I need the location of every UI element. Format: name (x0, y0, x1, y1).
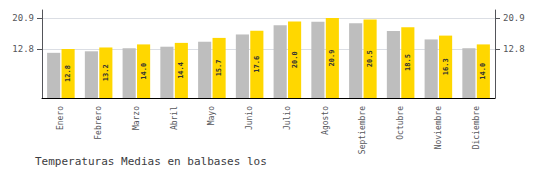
svg-text:Agosto: Agosto (321, 106, 330, 135)
svg-text:Noviembre: Noviembre (434, 106, 443, 150)
svg-text:12.8: 12.8 (12, 44, 34, 54)
svg-text:Junio: Junio (245, 106, 254, 130)
svg-text:Julio: Julio (283, 106, 292, 130)
svg-text:13.2: 13.2 (102, 64, 110, 81)
svg-text:Marzo: Marzo (132, 106, 141, 130)
svg-text:Temperaturas Medias en balbase: Temperaturas Medias en balbases los (35, 155, 267, 168)
svg-text:Enero: Enero (56, 106, 65, 130)
svg-text:20.9: 20.9 (328, 50, 336, 67)
svg-text:14.0: 14.0 (479, 63, 487, 80)
svg-text:20.9: 20.9 (12, 13, 34, 23)
svg-text:20.9: 20.9 (503, 13, 525, 23)
svg-text:20.5: 20.5 (366, 50, 374, 67)
svg-text:17.6: 17.6 (253, 56, 261, 73)
svg-text:Febrero: Febrero (94, 106, 103, 140)
svg-text:15.7: 15.7 (215, 60, 223, 77)
svg-text:16.3: 16.3 (442, 58, 450, 75)
svg-text:Mayo: Mayo (207, 106, 216, 125)
svg-text:Diciembre: Diciembre (472, 106, 481, 150)
svg-text:20.0: 20.0 (291, 51, 299, 68)
svg-text:Abril: Abril (170, 106, 179, 130)
svg-text:12.8: 12.8 (64, 65, 72, 82)
svg-text:14.4: 14.4 (177, 62, 185, 79)
svg-text:12.8: 12.8 (503, 44, 525, 54)
svg-text:Octubre: Octubre (396, 106, 405, 140)
svg-text:14.0: 14.0 (140, 63, 148, 80)
svg-text:Septiembre: Septiembre (358, 106, 367, 154)
svg-text:18.5: 18.5 (404, 54, 412, 71)
